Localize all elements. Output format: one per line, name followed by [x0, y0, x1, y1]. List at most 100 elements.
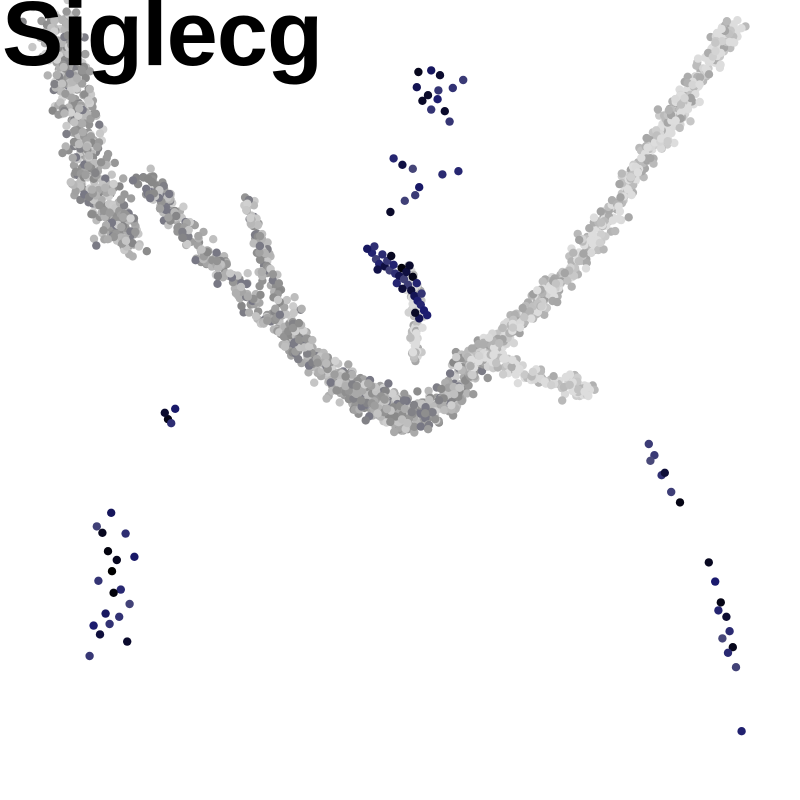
cell-point [213, 263, 223, 273]
expressing-cell-point [433, 95, 442, 104]
cell-point [468, 371, 477, 380]
cell-point [128, 238, 137, 248]
cell-point [43, 71, 52, 80]
cell-point [105, 208, 115, 218]
cell-point [633, 168, 643, 177]
cell-point [370, 401, 379, 410]
expressing-cell-point [95, 630, 105, 639]
expressing-cell-point [716, 598, 725, 607]
cell-point [540, 310, 549, 319]
cell-point [695, 97, 704, 107]
cell-point [407, 408, 416, 417]
cell-point [657, 134, 666, 143]
cell-point [671, 94, 680, 104]
expressing-cell-point [408, 164, 417, 173]
cell-point [84, 96, 93, 105]
cell-point [484, 333, 494, 342]
chart-title: Siglecg [2, 0, 323, 85]
cell-point [520, 370, 529, 379]
cell-point [289, 302, 298, 311]
cell-point [495, 339, 504, 348]
expressing-cell-point [85, 651, 94, 661]
cell-point [155, 204, 165, 213]
expressing-cell-point [704, 558, 713, 567]
expressing-cell-point [171, 404, 180, 413]
expressing-cell-point [412, 279, 421, 288]
cell-point [271, 304, 280, 313]
cell-point [99, 226, 108, 235]
expressing-cell-point [363, 244, 372, 253]
cell-point [263, 316, 272, 325]
cell-point [540, 377, 549, 386]
cell-point [282, 295, 291, 305]
cell-point [467, 344, 477, 353]
cell-point [209, 235, 218, 244]
cell-point [553, 297, 562, 307]
cell-point [70, 126, 79, 135]
cell-point [255, 281, 264, 291]
cell-point [454, 362, 463, 371]
cell-point [637, 153, 646, 163]
cell-point [474, 351, 484, 360]
cell-point [508, 355, 517, 365]
cell-point [693, 54, 703, 63]
cell-point [61, 89, 70, 99]
expressing-cell-point [101, 609, 110, 618]
cell-point [498, 323, 507, 333]
cell-point [268, 270, 278, 279]
cell-point [563, 276, 572, 285]
expressing-cell-point [378, 250, 387, 259]
cell-point [413, 387, 422, 396]
expressing-cell-point [417, 289, 426, 298]
cell-point [424, 386, 433, 396]
expressing-cell-point [386, 207, 395, 217]
cell-point [445, 369, 455, 378]
expressing-cell-point [418, 96, 427, 106]
cell-point [48, 106, 57, 115]
expressing-cell-point [112, 555, 122, 565]
cell-point [251, 312, 261, 321]
cell-point [81, 49, 90, 59]
cell-point [386, 417, 395, 426]
cell-point [525, 307, 534, 316]
cell-point [67, 51, 76, 60]
cell-point [103, 235, 112, 244]
cell-point [87, 210, 96, 219]
cell-point [717, 24, 726, 34]
cell-point [253, 220, 263, 230]
expressing-cell-point [718, 634, 727, 643]
cell-point [596, 207, 605, 216]
cell-point [404, 308, 413, 317]
expressing-cell-point [725, 627, 734, 636]
cell-point [381, 386, 390, 395]
expressing-cell-point [454, 167, 463, 176]
cell-point [675, 123, 684, 133]
cell-point [406, 333, 415, 342]
cell-point [85, 84, 95, 94]
expressing-cell-point [448, 83, 457, 93]
cell-point [48, 38, 58, 47]
cell-point [61, 142, 70, 151]
cell-point [596, 230, 606, 239]
cell-point [91, 109, 100, 119]
cell-point [289, 308, 298, 318]
cell-point [110, 158, 120, 168]
cell-point [549, 372, 558, 381]
cell-point [226, 269, 235, 278]
cell-point [483, 373, 492, 383]
expressing-cell-point [660, 468, 669, 477]
cell-point [347, 370, 357, 379]
cell-point [164, 213, 173, 222]
expressing-cell-point [167, 419, 176, 428]
cell-point [646, 154, 655, 163]
cell-point [313, 358, 322, 367]
cell-point [308, 335, 317, 345]
cell-point [75, 104, 84, 113]
expressing-cell-point [98, 528, 107, 537]
cell-point [352, 381, 361, 391]
cell-point [561, 372, 571, 382]
cell-point [390, 427, 399, 437]
cell-point [244, 308, 254, 317]
cell-point [243, 199, 252, 208]
